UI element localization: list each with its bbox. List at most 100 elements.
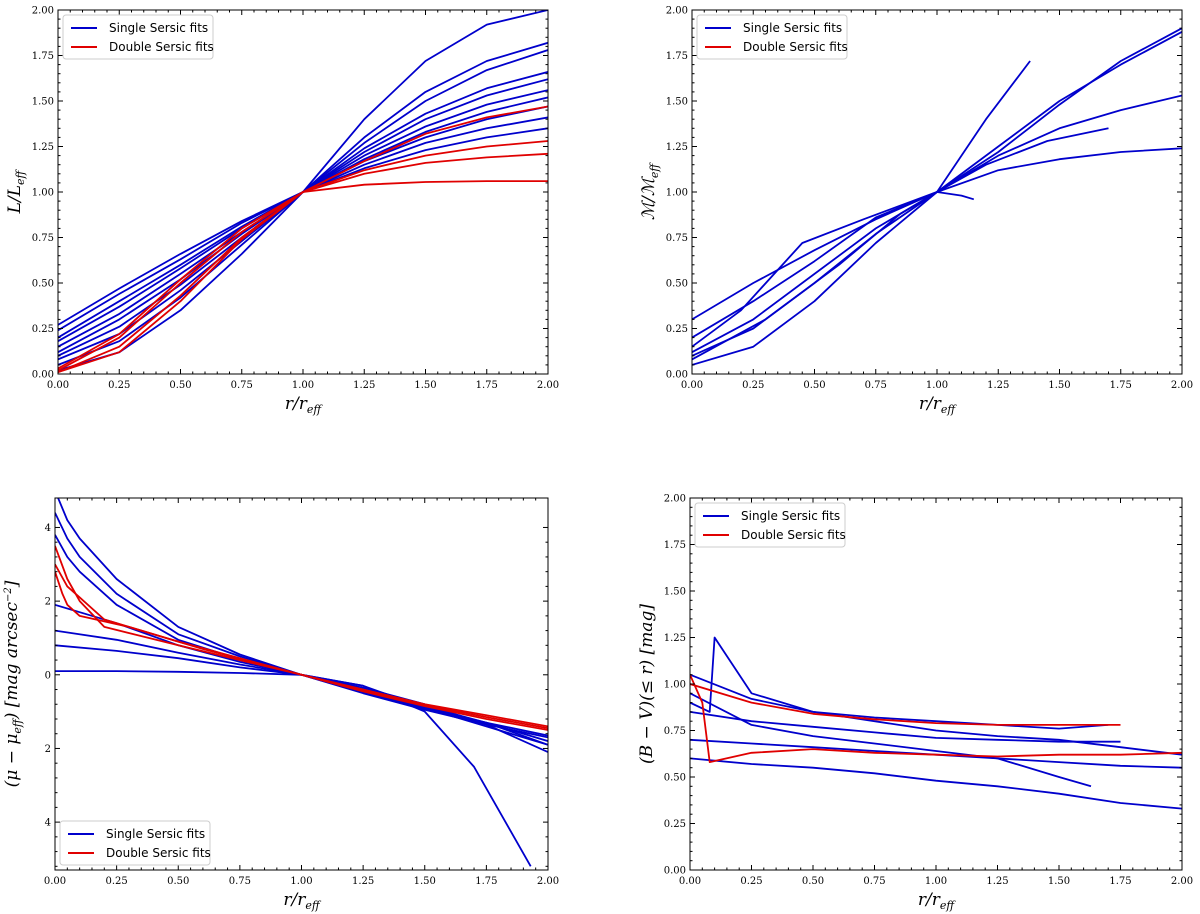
legend: Single Sersic fits Double Sersic fits xyxy=(696,14,848,60)
x-tick-label: 0.00 xyxy=(681,380,703,391)
y-tick-label: 0.00 xyxy=(664,866,686,877)
y-tick-label: 0.50 xyxy=(664,773,686,784)
series-line-single-5 xyxy=(690,692,1092,788)
y-tick-label: 1.25 xyxy=(32,142,54,153)
series-group xyxy=(690,636,1182,810)
x-tick-label: 0.75 xyxy=(229,876,251,887)
legend: Single Sersic fits Double Sersic fits xyxy=(62,14,214,60)
x-tick-label: 0.50 xyxy=(169,380,191,391)
series-line-double-11 xyxy=(58,140,548,374)
x-tick-label: 0.50 xyxy=(167,876,189,887)
series-line-single-6 xyxy=(55,670,548,746)
y-tick-label: 1.25 xyxy=(664,633,686,644)
y-axis-label: L/Leff xyxy=(5,168,27,214)
series-line-single-1 xyxy=(692,94,1182,366)
legend-box xyxy=(59,820,211,866)
x-tick-label: 0.75 xyxy=(863,876,885,887)
series-line-single-5 xyxy=(692,191,975,339)
series-group xyxy=(692,27,1182,366)
x-tick-label: 1.50 xyxy=(414,876,436,887)
series-line-single-3 xyxy=(690,738,1182,769)
x-tick-label: 1.25 xyxy=(986,876,1008,887)
x-axis-label: r/reff xyxy=(285,394,323,416)
y-tick-label: 0.75 xyxy=(32,233,54,244)
series-line-single-6 xyxy=(692,31,1182,353)
legend-label-double: Double Sersic fits xyxy=(106,846,211,860)
x-tick-label: 0.25 xyxy=(105,876,127,887)
x-axis-label: r/reff xyxy=(283,890,321,912)
series-line-single-2 xyxy=(692,147,1182,357)
x-tick-label: 1.25 xyxy=(352,876,374,887)
series-line-single-1 xyxy=(58,41,548,366)
y-tick-label: 1.50 xyxy=(666,97,688,108)
x-tick-label: 2.00 xyxy=(1171,380,1193,391)
y-tick-label: 1.50 xyxy=(664,587,686,598)
legend-label-double: Double Sersic fits xyxy=(109,40,214,54)
y-tick-label: 0.25 xyxy=(664,819,686,830)
series-line-single-4 xyxy=(692,127,1109,361)
x-tick-label: 0.75 xyxy=(865,380,887,391)
x-tick-label: 1.00 xyxy=(925,876,947,887)
y-tick-label: 2 xyxy=(45,597,51,608)
series-line-single-4 xyxy=(58,89,548,348)
legend-label-double: Double Sersic fits xyxy=(741,528,846,542)
y-axis-label: (μ − μeff) [mag arcsec−2] xyxy=(2,580,24,787)
y-tick-label: 0.50 xyxy=(32,279,54,290)
x-tick-label: 2.00 xyxy=(537,380,559,391)
legend-label-single: Single Sersic fits xyxy=(743,21,842,35)
series-line-single-4 xyxy=(55,629,548,753)
y-tick-label: 1.75 xyxy=(664,540,686,551)
x-tick-label: 0.50 xyxy=(803,380,825,391)
y-axis-label: (B − V)(≤ r) [mag] xyxy=(637,604,657,764)
series-line-single-5 xyxy=(58,96,548,342)
x-axis-label: r/reff xyxy=(919,394,957,416)
legend: Single Sersic fits Double Sersic fits xyxy=(694,502,846,548)
series-line-single-0 xyxy=(57,498,548,739)
y-tick-label: 0.75 xyxy=(666,233,688,244)
y-tick-label: 1.25 xyxy=(666,142,688,153)
y-axis-label: ℳ/ℳeff xyxy=(639,162,661,221)
y-tick-label: 0.00 xyxy=(32,370,54,381)
y-tick-label: 1.75 xyxy=(666,51,688,62)
y-tick-label: 0.00 xyxy=(666,370,688,381)
y-tick-label: 2.00 xyxy=(32,6,54,17)
series-line-double-13 xyxy=(58,180,548,374)
series-line-single-4 xyxy=(690,711,1121,743)
x-tick-label: 1.00 xyxy=(926,380,948,391)
series-line-single-2 xyxy=(690,673,1109,730)
y-tick-label: 1.00 xyxy=(32,188,54,199)
series-line-single-2 xyxy=(58,49,548,361)
x-tick-label: 0.25 xyxy=(740,876,762,887)
series-line-single-0 xyxy=(58,10,548,372)
x-tick-label: 0.25 xyxy=(742,380,764,391)
x-tick-label: 2.00 xyxy=(537,876,559,887)
series-line-single-2 xyxy=(55,534,548,742)
chart-lum: 0.00 0.25 0.50 0.75 1.00 1.25 1.50 1.75 2.00 0.00… xyxy=(5,6,559,417)
legend: Single Sersic fits Double Sersic fits xyxy=(59,820,211,866)
x-tick-label: 0.50 xyxy=(802,876,824,887)
x-axis-label: r/reff xyxy=(918,890,956,912)
series-line-single-9 xyxy=(58,71,548,357)
x-tick-label: 2.00 xyxy=(1171,876,1193,887)
series-line-single-3 xyxy=(692,60,1031,348)
y-tick-label: 1.75 xyxy=(32,51,54,62)
y-tick-label: 4 xyxy=(45,818,51,829)
legend-label-single: Single Sersic fits xyxy=(109,21,208,35)
x-tick-label: 1.50 xyxy=(1048,380,1070,391)
x-tick-label: 1.75 xyxy=(1109,876,1131,887)
x-tick-label: 0.25 xyxy=(108,380,130,391)
x-tick-label: 0.00 xyxy=(47,380,69,391)
series-line-single-1 xyxy=(690,757,1182,810)
plot-frame xyxy=(54,497,549,871)
legend-box xyxy=(62,14,214,60)
legend-label-single: Single Sersic fits xyxy=(106,827,205,841)
x-tick-label: 1.25 xyxy=(353,380,375,391)
y-tick-label: 1.00 xyxy=(664,680,686,691)
legend-box xyxy=(696,14,848,60)
chart-color: 0.00 0.25 0.50 0.75 1.00 1.25 1.50 1.75 2.00 0.00… xyxy=(637,494,1193,913)
x-tick-label: 1.75 xyxy=(475,876,497,887)
y-tick-label: 1.50 xyxy=(32,97,54,108)
chart-mass: 0.00 0.25 0.50 0.75 1.00 1.25 1.50 1.75 2.00 0.00… xyxy=(639,6,1193,417)
series-line-single-1 xyxy=(55,512,548,737)
